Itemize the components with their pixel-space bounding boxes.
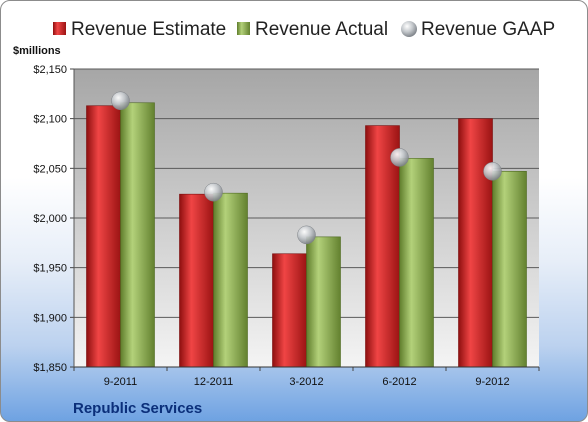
- y-tick-label: $2,150: [33, 64, 67, 76]
- bar-revenue-actual: [492, 171, 527, 368]
- x-tick-label: 12-2011: [194, 376, 234, 388]
- x-tick-label: 6-2012: [382, 376, 416, 388]
- y-axis-unit-label: $millions: [13, 45, 61, 57]
- bar-revenue-actual: [213, 192, 248, 368]
- bar-revenue-estimate: [458, 118, 493, 368]
- y-tick-label: $1,950: [33, 263, 67, 275]
- marker-revenue-gaap: [297, 225, 316, 245]
- bar-revenue-actual: [120, 102, 155, 368]
- bar-revenue-estimate: [179, 193, 214, 368]
- y-tick-label: $2,000: [33, 213, 67, 225]
- x-tick-label: 3-2012: [289, 376, 323, 388]
- bar-revenue-actual: [306, 236, 341, 368]
- y-tick-label: $2,050: [33, 163, 67, 175]
- legend: Revenue Estimate Revenue Actual Revenue …: [53, 19, 555, 40]
- marker-revenue-gaap: [204, 182, 223, 202]
- bar-revenue-estimate: [86, 105, 121, 368]
- legend-swatch-gaap: [401, 21, 417, 37]
- gaap-markers: [111, 91, 502, 245]
- bar-revenue-estimate: [365, 125, 400, 368]
- legend-label-estimate: Revenue Estimate: [71, 19, 226, 40]
- legend-label-gaap: Revenue GAAP: [421, 19, 555, 40]
- bar-revenue-actual: [399, 158, 434, 368]
- marker-revenue-gaap: [483, 162, 502, 181]
- marker-revenue-gaap: [390, 148, 409, 167]
- legend-label-actual: Revenue Actual: [255, 19, 388, 40]
- legend-swatch-estimate: [53, 22, 66, 35]
- x-tick-label: 9-2011: [104, 376, 137, 388]
- legend-swatch-actual: [237, 22, 250, 35]
- y-tick-label: $1,850: [33, 362, 67, 374]
- bar-revenue-estimate: [272, 253, 307, 368]
- company-name: Republic Services: [73, 400, 202, 417]
- marker-revenue-gaap: [111, 91, 130, 111]
- y-tick-label: $1,900: [33, 312, 67, 324]
- y-tick-label: $2,100: [33, 114, 67, 126]
- axis-ticks: $1,850 $1,900 $1,950 $2,000 $2,050 $2,100 $2,1…: [33, 64, 540, 388]
- x-tick-label: 9-2012: [475, 376, 509, 388]
- bars: [86, 102, 527, 368]
